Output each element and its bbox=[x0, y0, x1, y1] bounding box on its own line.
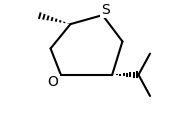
Text: S: S bbox=[101, 3, 110, 17]
Text: O: O bbox=[48, 75, 59, 89]
